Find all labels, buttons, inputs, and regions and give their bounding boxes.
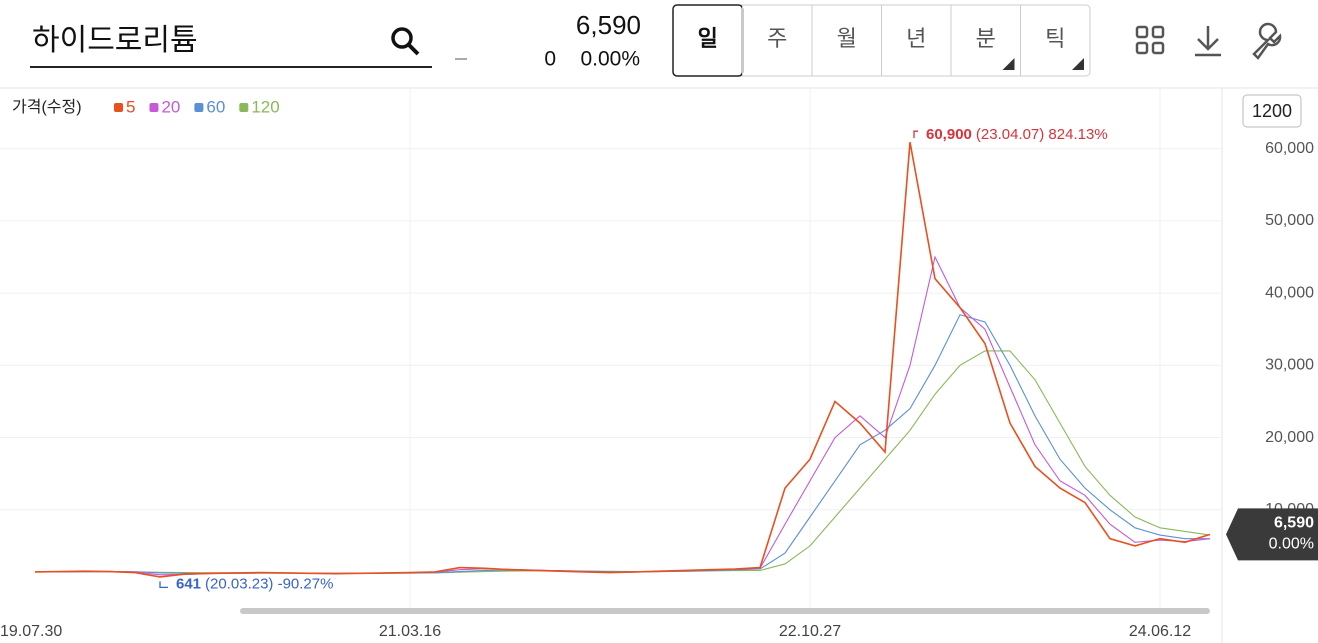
tab[interactable]: 년: [906, 26, 926, 51]
annotation-value: 641: [176, 575, 201, 592]
annotation-arrow: [913, 130, 918, 139]
search-input[interactable]: 하이드로리튬: [32, 24, 198, 57]
legend-swatch: [114, 103, 123, 112]
y-tick-label: 40,000: [1265, 284, 1314, 301]
price: 6,590: [576, 10, 641, 40]
x-tick-label: 21.03.16: [379, 623, 441, 640]
tab[interactable]: 주: [767, 26, 787, 51]
change-pct: 0.00%: [580, 48, 640, 71]
annotation-value: 60,900: [926, 126, 972, 143]
annotation-text: (23.04.07) 824.13%: [976, 126, 1108, 143]
legend-label: 120: [251, 97, 279, 116]
tab[interactable]: 틱: [1045, 26, 1065, 51]
x-tick-label: 24.06.12: [1129, 623, 1191, 640]
settings-icon[interactable]: [1252, 22, 1282, 60]
change: 0: [544, 48, 556, 71]
y-tick-label: 50,000: [1265, 212, 1314, 229]
legend-swatch: [239, 103, 249, 112]
tab-corner: [1072, 58, 1084, 70]
legend-swatch: [194, 103, 204, 112]
legend-label: 60: [206, 97, 225, 116]
y-tick-label: 60,000: [1265, 140, 1314, 157]
legend-label: 5: [126, 97, 135, 116]
interval-label[interactable]: 1200: [1252, 101, 1292, 121]
annotation-text: (20.03.23) -90.27%: [205, 575, 333, 592]
grid-icon[interactable]: [1135, 25, 1165, 55]
y-tick-label: 30,000: [1265, 357, 1314, 374]
scrollbar[interactable]: [240, 608, 1210, 614]
price-tag-pct: 0.00%: [1269, 536, 1314, 553]
legend-swatch: [149, 103, 159, 112]
legend-title: 가격(수정): [12, 98, 82, 116]
series-line: [34, 142, 1211, 578]
tab-corner: [1002, 58, 1015, 70]
price-tag: [1226, 508, 1318, 561]
download-icon[interactable]: [1195, 26, 1221, 57]
tab[interactable]: 분: [976, 26, 996, 51]
x-tick-label: 22.10.27: [779, 623, 841, 640]
interval-button[interactable]: [1242, 94, 1302, 128]
tab[interactable]: 월: [837, 26, 857, 51]
tab[interactable]: 일: [698, 26, 718, 51]
x-tick-label: 19.07.30: [0, 623, 62, 640]
legend-label: 20: [161, 97, 180, 116]
price-tag-value: 6,590: [1274, 515, 1314, 532]
y-tick-label: 20,000: [1265, 429, 1314, 446]
search-icon[interactable]: [391, 27, 420, 56]
annotation-arrow: [159, 581, 168, 589]
